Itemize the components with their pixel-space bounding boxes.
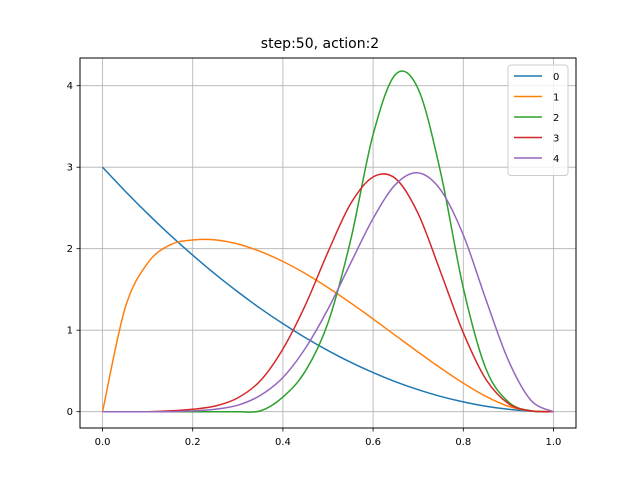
- legend-box: [507, 64, 569, 176]
- series-line-4: [102, 172, 554, 413]
- y-tick-label: 4: [67, 81, 73, 92]
- legend-label: 2: [553, 113, 559, 124]
- y-tick-label: 0: [67, 407, 73, 418]
- chart-title: step:50, action:2: [261, 36, 379, 52]
- x-axis: 0.0 0.2 0.4 0.6 0.8 1.0: [95, 428, 562, 448]
- series-line-0: [102, 166, 554, 413]
- series-layer: [101, 70, 554, 413]
- y-tick-label: 3: [67, 163, 73, 174]
- y-axis: 0 1 2 3 4: [67, 81, 80, 418]
- x-tick-label: 0.0: [95, 437, 111, 448]
- axes-frame: [79, 57, 577, 429]
- y-tick-label: 1: [67, 326, 73, 337]
- legend: 0 1 2 3 4: [507, 64, 569, 176]
- grid: [80, 58, 576, 428]
- legend-label: 0: [553, 72, 559, 83]
- legend-label: 3: [553, 134, 559, 145]
- series-line-1: [101, 238, 554, 413]
- series-line-3: [102, 173, 554, 413]
- x-tick-label: 1.0: [546, 437, 562, 448]
- legend-label: 4: [553, 154, 559, 165]
- x-tick-label: 0.8: [455, 437, 471, 448]
- x-tick-label: 0.4: [275, 437, 291, 448]
- x-tick-label: 0.2: [185, 437, 201, 448]
- legend-label: 1: [553, 93, 559, 104]
- x-tick-label: 0.6: [365, 437, 381, 448]
- y-tick-label: 2: [67, 244, 73, 255]
- series-line-2: [102, 70, 554, 413]
